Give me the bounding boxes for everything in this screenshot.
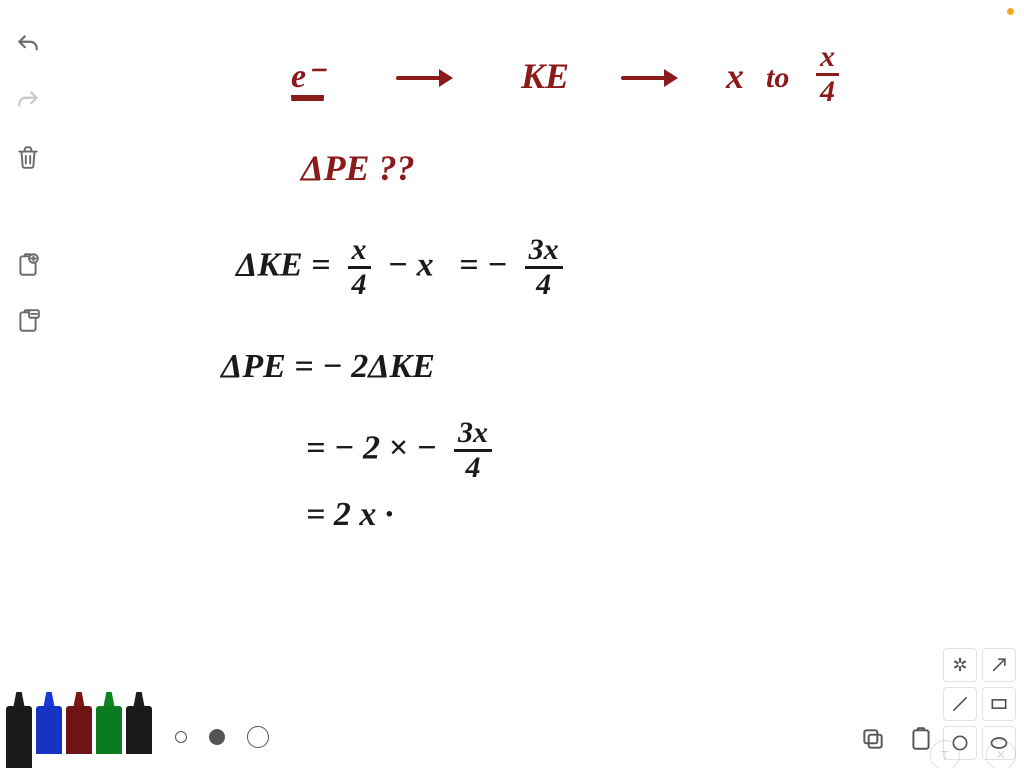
hw-dpe-q: ΔPE ?? (301, 150, 415, 186)
hw-to: to (766, 63, 789, 93)
line-tool[interactable] (943, 687, 977, 721)
stroke-medium[interactable] (209, 729, 225, 745)
arrow-tool[interactable] (982, 648, 1016, 682)
trash-button[interactable] (11, 140, 45, 174)
marker-black-2[interactable] (126, 706, 152, 754)
hw-dpe-expand: = − 2 × − 3x4 (306, 418, 492, 483)
hw-ke: KE (521, 58, 569, 94)
stroke-size-picker (175, 726, 269, 748)
paste-menu-button[interactable] (11, 304, 45, 338)
undo-button[interactable] (11, 28, 45, 62)
marker-green[interactable] (96, 706, 122, 754)
photos-icon[interactable]: ✲ (943, 648, 977, 682)
stroke-small[interactable] (175, 731, 187, 743)
canvas[interactable]: e⁻ KE x to x4 ΔPE ?? ΔKE = x4 − x = − 3x… (56, 0, 1024, 693)
faded-hint-right: ✕ (986, 740, 1016, 768)
copy-button[interactable] (858, 724, 888, 754)
stroke-large[interactable] (247, 726, 269, 748)
hw-dpe-eq: ΔPE = − 2ΔKE (221, 350, 435, 384)
faded-hint-left: T (930, 740, 960, 768)
marker-palette (6, 706, 152, 768)
marker-blue[interactable] (36, 706, 62, 754)
bottom-extra-tools (858, 724, 936, 754)
faded-tool-hints: T ✕ (930, 740, 1016, 768)
hw-dke: ΔKE = x4 − x = − 3x4 (236, 235, 563, 300)
marker-darkred[interactable] (66, 706, 92, 754)
bottom-toolbar: ✲ T ✕ (0, 693, 1024, 768)
hw-arrow-1 (396, 70, 451, 86)
hw-dpe-result: = 2 x · (306, 498, 393, 532)
hw-arrow-2 (621, 70, 676, 86)
hw-e-minus: e⁻ (291, 60, 324, 94)
whiteboard-app: e⁻ KE x to x4 ΔPE ?? ΔKE = x4 − x = − 3x… (0, 0, 1024, 768)
hw-x-over-4: x4 (816, 42, 839, 107)
left-toolbar (0, 0, 56, 560)
marker-black[interactable] (6, 706, 32, 768)
rect-tool[interactable] (982, 687, 1016, 721)
paste-add-button[interactable] (11, 248, 45, 282)
hw-x: x (726, 58, 744, 94)
redo-button[interactable] (11, 84, 45, 118)
